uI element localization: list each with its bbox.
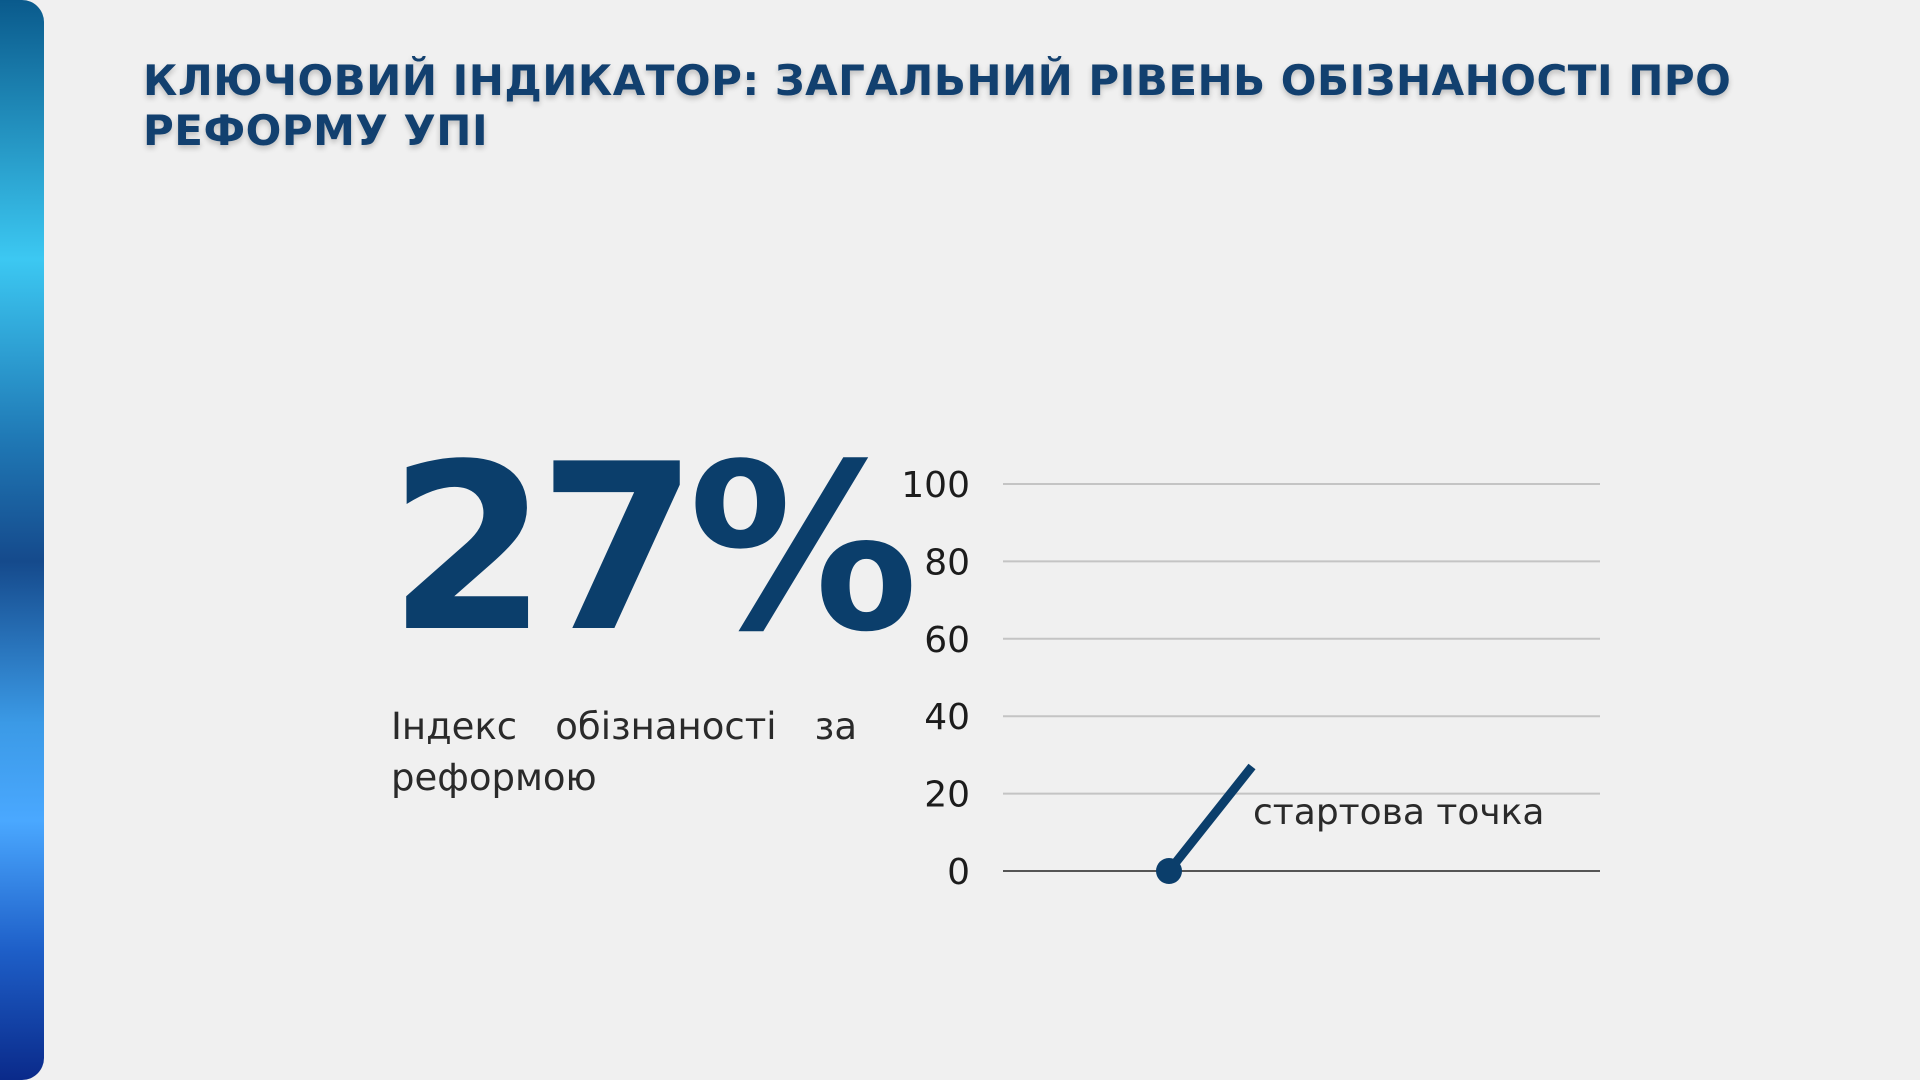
series-line (1165, 763, 1256, 874)
y-tick-label: 40 (924, 697, 970, 738)
y-tick-label: 20 (924, 775, 970, 816)
y-tick-label: 80 (924, 542, 970, 583)
start-point-annotation: стартова точка (1253, 792, 1544, 833)
annotations: стартова точка (1253, 792, 1544, 833)
kpi-value: 27% (388, 416, 919, 683)
series (1156, 763, 1256, 884)
kpi-label: Індекс обізнаності за реформою (391, 705, 857, 799)
accent-side-bar (0, 0, 44, 1080)
start-point-marker (1156, 858, 1182, 884)
y-tick-label: 0 (947, 852, 970, 893)
y-tick-label: 100 (901, 465, 970, 506)
slide-title: Ключовий індикатор: загальний рівень обі… (143, 56, 1732, 155)
y-tick-labels: 0 20 40 60 80 100 (901, 465, 970, 893)
y-tick-label: 60 (924, 620, 970, 661)
gridlines (1003, 483, 1600, 872)
awareness-chart: 0 20 40 60 80 100 стартова точка (901, 465, 1600, 893)
